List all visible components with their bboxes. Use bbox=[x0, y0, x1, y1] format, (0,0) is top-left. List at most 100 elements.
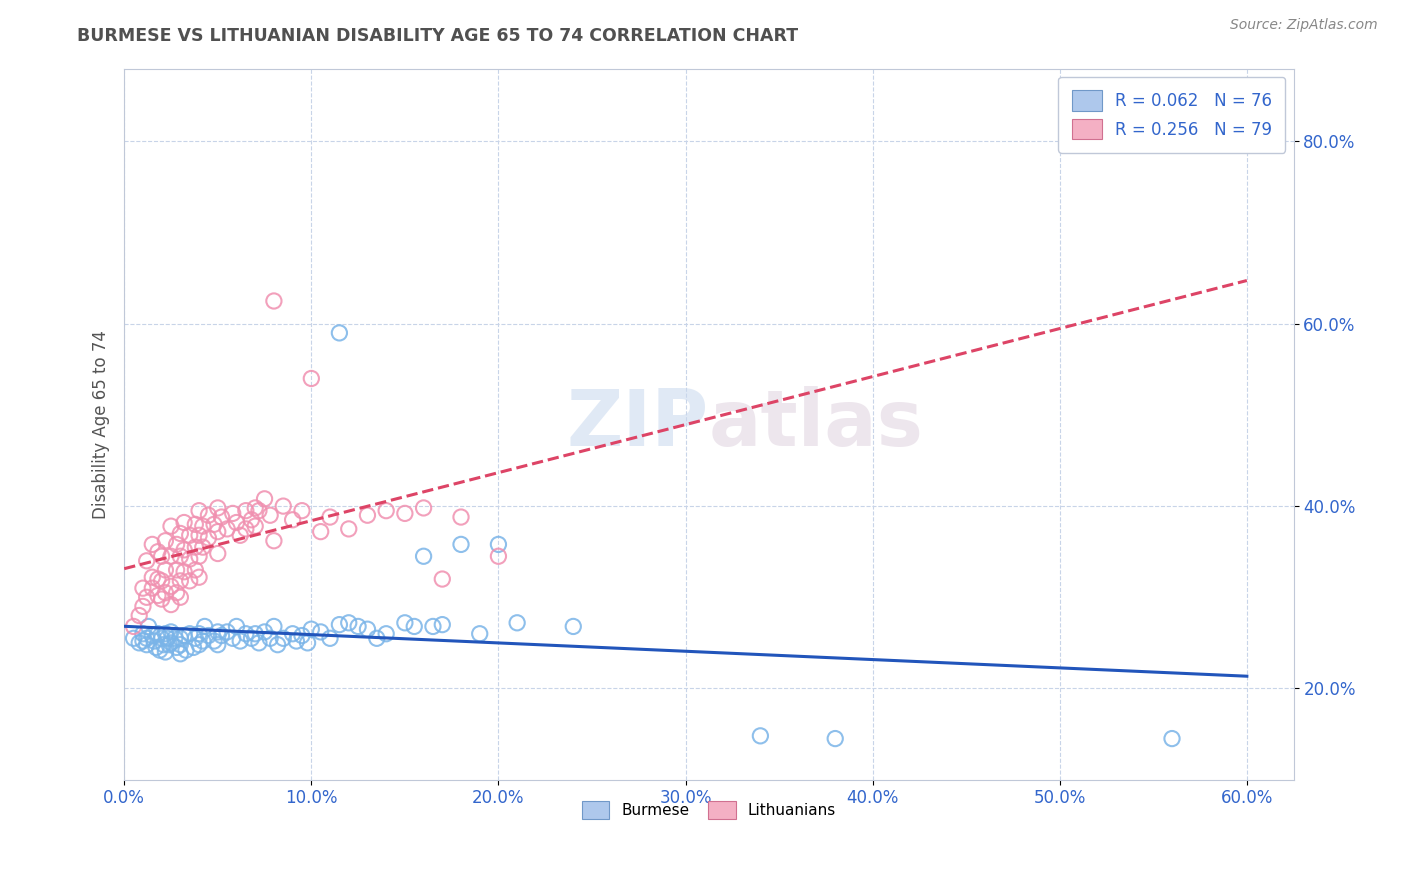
Point bbox=[141, 629, 163, 643]
Point bbox=[229, 528, 252, 542]
Point bbox=[160, 519, 183, 533]
Point bbox=[135, 591, 157, 605]
Text: BURMESE VS LITHUANIAN DISABILITY AGE 65 TO 74 CORRELATION CHART: BURMESE VS LITHUANIAN DISABILITY AGE 65 … bbox=[77, 27, 799, 45]
Point bbox=[299, 622, 322, 636]
Point bbox=[150, 592, 173, 607]
Text: Source: ZipAtlas.com: Source: ZipAtlas.com bbox=[1230, 18, 1378, 32]
Point bbox=[468, 626, 491, 640]
Point bbox=[328, 617, 350, 632]
Point bbox=[1161, 731, 1184, 746]
Point bbox=[188, 638, 211, 652]
Point bbox=[202, 634, 225, 648]
Point bbox=[183, 640, 205, 655]
Point bbox=[412, 500, 434, 515]
Point bbox=[184, 540, 207, 554]
Point bbox=[184, 517, 207, 532]
Point bbox=[366, 632, 388, 646]
Point bbox=[225, 516, 247, 530]
Point bbox=[191, 634, 214, 648]
Point bbox=[169, 526, 191, 541]
Point bbox=[188, 570, 211, 584]
Point bbox=[169, 638, 191, 652]
Point bbox=[184, 563, 207, 577]
Point bbox=[135, 638, 157, 652]
Point bbox=[404, 619, 426, 633]
Point bbox=[194, 619, 217, 633]
Point bbox=[135, 632, 157, 646]
Point bbox=[217, 522, 239, 536]
Point bbox=[191, 540, 214, 554]
Point bbox=[122, 619, 145, 633]
Point bbox=[197, 531, 219, 545]
Point bbox=[235, 626, 257, 640]
Point bbox=[225, 619, 247, 633]
Point bbox=[229, 634, 252, 648]
Point bbox=[122, 632, 145, 646]
Point bbox=[309, 524, 332, 539]
Point bbox=[271, 632, 294, 646]
Point bbox=[291, 629, 314, 643]
Point bbox=[319, 510, 342, 524]
Point bbox=[155, 626, 177, 640]
Point bbox=[174, 643, 197, 657]
Point bbox=[207, 638, 229, 652]
Point bbox=[150, 632, 173, 646]
Point bbox=[150, 549, 173, 564]
Point bbox=[375, 503, 398, 517]
Point bbox=[394, 615, 416, 630]
Point bbox=[141, 570, 163, 584]
Point bbox=[169, 591, 191, 605]
Point bbox=[245, 626, 267, 640]
Point bbox=[160, 579, 183, 593]
Point bbox=[166, 585, 188, 599]
Point bbox=[432, 572, 454, 586]
Point bbox=[197, 508, 219, 523]
Point bbox=[160, 624, 183, 639]
Point bbox=[285, 634, 308, 648]
Point bbox=[135, 554, 157, 568]
Point bbox=[240, 513, 263, 527]
Point bbox=[432, 617, 454, 632]
Point bbox=[155, 645, 177, 659]
Point bbox=[263, 533, 285, 548]
Point bbox=[169, 632, 191, 646]
Point bbox=[271, 499, 294, 513]
Point bbox=[160, 549, 183, 564]
Point bbox=[217, 624, 239, 639]
Point bbox=[394, 507, 416, 521]
Point bbox=[488, 537, 510, 551]
Point bbox=[188, 549, 211, 564]
Point bbox=[297, 636, 319, 650]
Point bbox=[253, 491, 276, 506]
Point bbox=[166, 563, 188, 577]
Point bbox=[824, 731, 846, 746]
Point bbox=[211, 510, 233, 524]
Y-axis label: Disability Age 65 to 74: Disability Age 65 to 74 bbox=[93, 330, 110, 518]
Point bbox=[141, 537, 163, 551]
Point bbox=[152, 638, 174, 652]
Point bbox=[146, 544, 169, 558]
Point bbox=[132, 581, 155, 595]
Point bbox=[299, 371, 322, 385]
Point bbox=[146, 572, 169, 586]
Point bbox=[235, 522, 257, 536]
Point bbox=[319, 632, 342, 646]
Point bbox=[222, 632, 245, 646]
Point bbox=[188, 626, 211, 640]
Point bbox=[132, 599, 155, 614]
Point bbox=[169, 574, 191, 588]
Point bbox=[150, 574, 173, 588]
Point bbox=[173, 629, 195, 643]
Point bbox=[245, 519, 267, 533]
Point bbox=[450, 510, 472, 524]
Point bbox=[179, 552, 201, 566]
Point bbox=[157, 638, 180, 652]
Point bbox=[202, 517, 225, 532]
Point bbox=[156, 632, 179, 646]
Point bbox=[337, 615, 360, 630]
Point bbox=[143, 634, 166, 648]
Point bbox=[149, 643, 172, 657]
Point bbox=[128, 636, 150, 650]
Point bbox=[146, 626, 169, 640]
Point bbox=[259, 632, 281, 646]
